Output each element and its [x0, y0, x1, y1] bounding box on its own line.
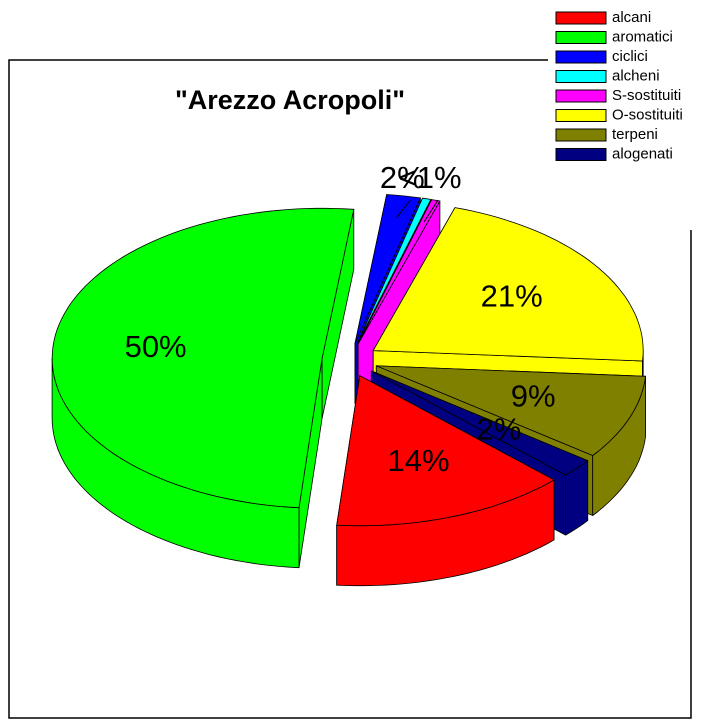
data-label: 21%: [481, 278, 543, 313]
chart-title: "Arezzo Acropoli": [175, 85, 405, 115]
pie: 14%50%2%<1%21%9%2%: [51, 160, 646, 587]
slice: [336, 375, 555, 527]
slice: [356, 197, 432, 345]
legend-swatch: [555, 89, 607, 103]
legend-swatch: [555, 148, 607, 161]
legend-swatch: [555, 128, 607, 142]
legend-swatch: [555, 70, 607, 83]
legend-label: S-sostituiti: [612, 87, 681, 104]
legend-label: terpeni: [612, 126, 658, 143]
data-label: 14%: [388, 443, 450, 478]
legend-label: alcani: [612, 9, 651, 26]
data-label: 2%: [380, 160, 425, 195]
legend-swatch: [555, 11, 607, 25]
slice: [375, 365, 646, 456]
leader-line: [395, 199, 411, 219]
legend-label: alcheni: [612, 67, 660, 84]
slice: [372, 207, 644, 362]
legend-swatch: [555, 109, 607, 122]
legend-label: aromatici: [612, 28, 673, 45]
legend-label: alogenati: [612, 145, 673, 162]
slice: [354, 194, 421, 344]
slice: [357, 199, 441, 345]
data-label: 2%: [476, 411, 521, 446]
slice: [51, 207, 355, 509]
legend-label: O-sostituiti: [612, 106, 683, 123]
leader-line: [423, 199, 439, 223]
legend: alcani aromatici ciclici alcheni S-sostituit…: [548, 4, 718, 230]
legend-label: ciclici: [612, 48, 648, 65]
data-label: <1%: [399, 160, 462, 195]
legend-swatch: [555, 50, 607, 64]
data-label: 9%: [511, 378, 556, 413]
slice: [370, 370, 589, 476]
data-label: 50%: [125, 329, 187, 364]
plot-frame: [8, 59, 692, 719]
legend-swatch: [555, 31, 607, 44]
